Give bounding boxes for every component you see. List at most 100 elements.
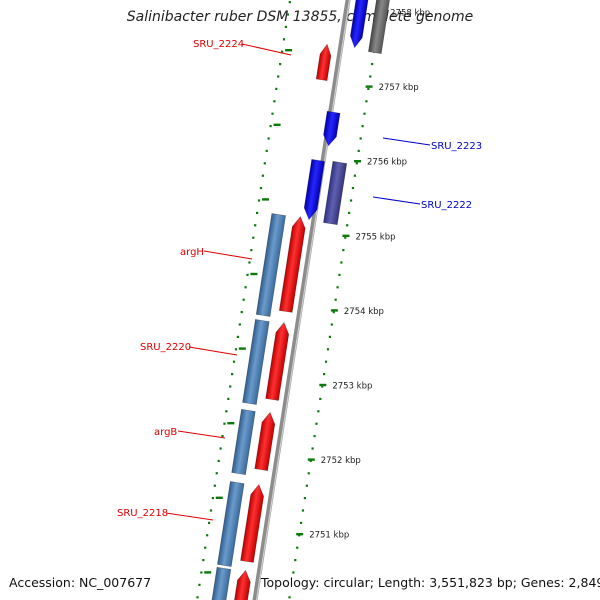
tick-dot	[202, 559, 205, 562]
major-tick	[238, 347, 246, 350]
cds-forward-block[interactable]	[254, 411, 277, 471]
genome-backbone	[252, 0, 351, 600]
gene-label-leader	[177, 430, 226, 439]
tick-dot	[309, 459, 312, 462]
tick-dot	[292, 571, 295, 574]
tick-dot	[330, 323, 333, 326]
tick-dot	[311, 447, 314, 450]
tick-dot	[288, 596, 291, 599]
cds-forward-block[interactable]	[265, 321, 291, 401]
tick-dot	[234, 348, 238, 351]
tick-dot	[342, 249, 345, 252]
tick-dot	[363, 112, 366, 115]
scale-tick-label: 2756 kbp	[367, 158, 407, 168]
tick-dot	[282, 38, 286, 41]
tick-dot	[349, 199, 353, 202]
gene-feature-block[interactable]	[208, 566, 232, 600]
major-tick	[273, 123, 281, 126]
scale-tick-label: 2754 kbp	[344, 307, 384, 317]
gene-label-leader	[165, 512, 214, 521]
gene-label-leader	[188, 346, 238, 356]
tick-dot	[200, 571, 203, 574]
major-tick	[215, 496, 223, 499]
genome-summary: Topology: circular; Length: 3,551,823 bp…	[261, 575, 600, 590]
gene-label[interactable]: SRU_2223	[431, 141, 482, 152]
scale-tick-label: 2757 kbp	[379, 83, 419, 93]
tick-dot	[324, 360, 328, 363]
tick-dot	[217, 459, 220, 462]
tick-dot	[286, 13, 289, 16]
tick-dot	[369, 75, 372, 78]
cds-forward-block[interactable]	[240, 483, 266, 563]
tick-dot	[340, 261, 343, 264]
tick-dot	[225, 410, 228, 413]
tick-dot	[299, 521, 303, 524]
tick-dot	[319, 397, 322, 400]
gene-label-leader	[241, 43, 292, 56]
gene-label[interactable]: argB	[154, 427, 177, 438]
tick-dot	[209, 509, 213, 512]
tick-dot	[221, 435, 224, 438]
major-tick	[227, 422, 235, 425]
tick-dot	[269, 125, 272, 128]
gene-label[interactable]: SRU_2218	[117, 508, 168, 519]
gene-label-leader	[382, 137, 431, 146]
scale-tick-label: 2753 kbp	[332, 382, 372, 392]
tick-dot	[259, 187, 263, 190]
tick-dot	[256, 211, 259, 214]
tick-dot	[277, 75, 280, 78]
major-tick	[319, 383, 327, 387]
gene-label-leader	[372, 196, 421, 205]
gene-label[interactable]: argH	[180, 247, 204, 258]
tick-dot	[288, 1, 291, 4]
tick-dot	[334, 298, 337, 301]
tick-dot	[232, 360, 236, 363]
tick-dot	[344, 236, 347, 239]
cds-forward-block[interactable]	[278, 215, 307, 313]
tick-dot	[294, 559, 297, 562]
tick-dot	[313, 435, 316, 438]
tick-dot	[257, 199, 261, 202]
major-tick	[330, 309, 338, 312]
cds-forward-block[interactable]	[231, 569, 252, 600]
tick-dot	[265, 149, 268, 152]
cds-reverse-block[interactable]	[349, 0, 370, 49]
cds-reverse-block[interactable]	[322, 110, 341, 147]
tick-dot	[303, 497, 307, 500]
tick-dot	[238, 323, 241, 326]
pseudogene-block[interactable]	[368, 0, 392, 54]
tick-dot	[231, 373, 234, 376]
tick-dot	[315, 422, 318, 425]
feature-block[interactable]	[323, 160, 348, 226]
tick-dot	[273, 100, 276, 103]
tick-dot	[323, 373, 326, 376]
tick-dot	[198, 583, 201, 586]
gene-feature-block[interactable]	[231, 408, 256, 476]
major-tick	[296, 533, 304, 536]
major-tick	[342, 234, 350, 237]
gene-label[interactable]: SRU_2224	[193, 39, 244, 50]
tick-dot	[307, 472, 310, 475]
tick-dot	[359, 137, 362, 140]
tick-dot	[338, 273, 341, 276]
gene-feature-block[interactable]	[242, 319, 270, 405]
gene-label[interactable]: SRU_2222	[421, 200, 472, 211]
tick-dot	[371, 63, 374, 66]
tick-dot	[336, 286, 339, 289]
tick-dot	[229, 385, 232, 388]
tick-dot	[275, 87, 278, 90]
tick-dot	[301, 509, 305, 512]
major-tick	[354, 160, 362, 163]
gene-feature-block[interactable]	[255, 213, 286, 317]
gene-feature-block[interactable]	[217, 481, 245, 567]
tick-dot	[267, 137, 270, 140]
gene-label[interactable]: SRU_2220	[140, 342, 191, 353]
cds-reverse-block[interactable]	[303, 159, 325, 221]
tick-dot	[223, 422, 226, 425]
cds-forward-block[interactable]	[315, 43, 332, 81]
scale-tick-label: 2755 kbp	[355, 232, 395, 242]
tick-dot	[219, 447, 222, 450]
tick-dot	[248, 261, 251, 264]
tick-dot	[246, 273, 249, 276]
